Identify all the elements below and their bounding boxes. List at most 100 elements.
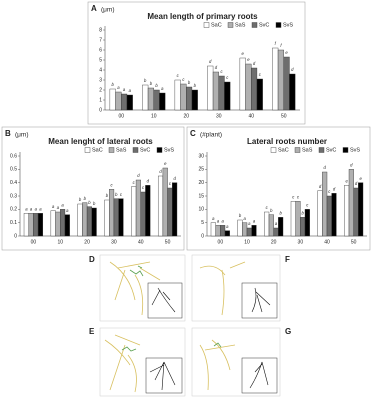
bar <box>172 182 178 237</box>
legend-swatch <box>203 22 210 28</box>
significance-letter: c <box>133 180 136 185</box>
x-tick-label: 50 <box>351 239 357 245</box>
bar <box>348 169 354 237</box>
legend-swatch <box>294 147 301 153</box>
bar <box>251 67 258 111</box>
bar <box>283 56 290 111</box>
significance-letter: b <box>144 78 147 83</box>
bar <box>77 203 83 237</box>
significance-letter: a <box>212 216 215 221</box>
legend-label: SaS <box>116 147 127 153</box>
bar <box>326 195 332 237</box>
y-tick-label: 1 <box>99 97 102 103</box>
bar <box>23 213 29 237</box>
bar <box>278 217 284 237</box>
bar <box>121 93 128 111</box>
significance-letter: d <box>355 181 358 186</box>
bar <box>256 78 263 111</box>
bar <box>113 198 119 237</box>
significance-letter: e <box>242 51 245 56</box>
significance-letter: b <box>84 196 87 201</box>
bar <box>210 222 216 237</box>
y-tick-label: 0 <box>99 107 102 113</box>
bar <box>215 225 221 237</box>
y-tick-label: 8 <box>99 27 102 33</box>
bar <box>126 94 133 111</box>
x-tick-label: 10 <box>57 239 63 245</box>
inset <box>147 282 183 319</box>
bar <box>109 189 115 237</box>
bar <box>264 211 270 237</box>
y-tick-label: 0.3 <box>10 193 17 199</box>
y-tick-label: 0.2 <box>10 207 17 213</box>
significance-letter: a <box>243 216 246 221</box>
bar <box>353 187 359 237</box>
significance-letter: b <box>239 213 242 218</box>
bar <box>304 209 310 237</box>
panel-frame <box>87 1 306 125</box>
legend-label: SaS <box>235 22 246 28</box>
bar <box>300 217 306 237</box>
significance-letter: d <box>147 178 150 183</box>
y-tick-label: 6 <box>99 47 102 53</box>
significance-letter: a <box>129 88 132 93</box>
bar <box>109 88 116 111</box>
bar <box>331 193 337 237</box>
panel-label: G <box>285 327 291 336</box>
x-tick-label: 30 <box>298 239 304 245</box>
significance-letter: c <box>328 189 331 194</box>
chart-title: Mean lenght of lateral roots <box>48 137 153 146</box>
significance-letter: e <box>247 57 250 62</box>
legend-label: SaS <box>302 147 313 153</box>
bar <box>104 199 110 237</box>
significance-letter: c <box>306 202 309 207</box>
chart-title: Mean length of primary roots <box>147 12 258 21</box>
legend-label: SvS <box>283 22 293 28</box>
significance-letter: d <box>209 59 212 64</box>
bar <box>239 57 246 111</box>
bar <box>82 202 88 237</box>
significance-letter: a <box>25 206 28 211</box>
root-drawing <box>199 339 236 391</box>
y-tick-label: 20 <box>198 180 204 186</box>
x-tick-label: 30 <box>111 239 117 245</box>
bar <box>344 185 350 237</box>
legend-swatch <box>342 147 349 153</box>
root-drawing <box>149 361 176 391</box>
root-drawing <box>129 265 144 277</box>
bar <box>212 71 219 111</box>
panel-label: E <box>89 327 95 336</box>
bar <box>237 219 243 237</box>
bar <box>251 225 257 237</box>
y-axis-label: (μm) <box>101 7 115 14</box>
significance-letter: c <box>111 182 114 187</box>
significance-letter: c <box>221 69 224 74</box>
significance-letter: c <box>169 181 172 186</box>
significance-letter: a <box>52 204 55 209</box>
significance-letter: f <box>275 41 277 46</box>
x-tick-label: 20 <box>271 239 277 245</box>
y-tick-label: 15 <box>198 193 204 199</box>
significance-letter: a <box>253 218 256 223</box>
significance-letter: c <box>177 73 180 78</box>
y-tick-label: 5 <box>201 220 204 226</box>
legend-label: SvC <box>326 147 336 153</box>
bar <box>91 207 97 237</box>
inset <box>241 282 278 319</box>
bar <box>207 65 214 111</box>
significance-letter: d <box>350 162 353 167</box>
bar <box>147 87 154 111</box>
y-tick-label: 0.5 <box>10 167 17 173</box>
bar <box>245 63 252 111</box>
bar <box>277 49 284 111</box>
significance-letter: e <box>285 50 288 55</box>
panel-frame <box>186 126 371 251</box>
significance-letter: b <box>150 81 153 86</box>
bar <box>174 79 181 111</box>
significance-letter: a <box>226 224 229 229</box>
bar <box>55 211 61 237</box>
significance-letter: b <box>115 192 118 197</box>
x-tick-label: 40 <box>324 239 330 245</box>
significance-letter: e <box>345 178 348 183</box>
bar <box>157 175 164 237</box>
